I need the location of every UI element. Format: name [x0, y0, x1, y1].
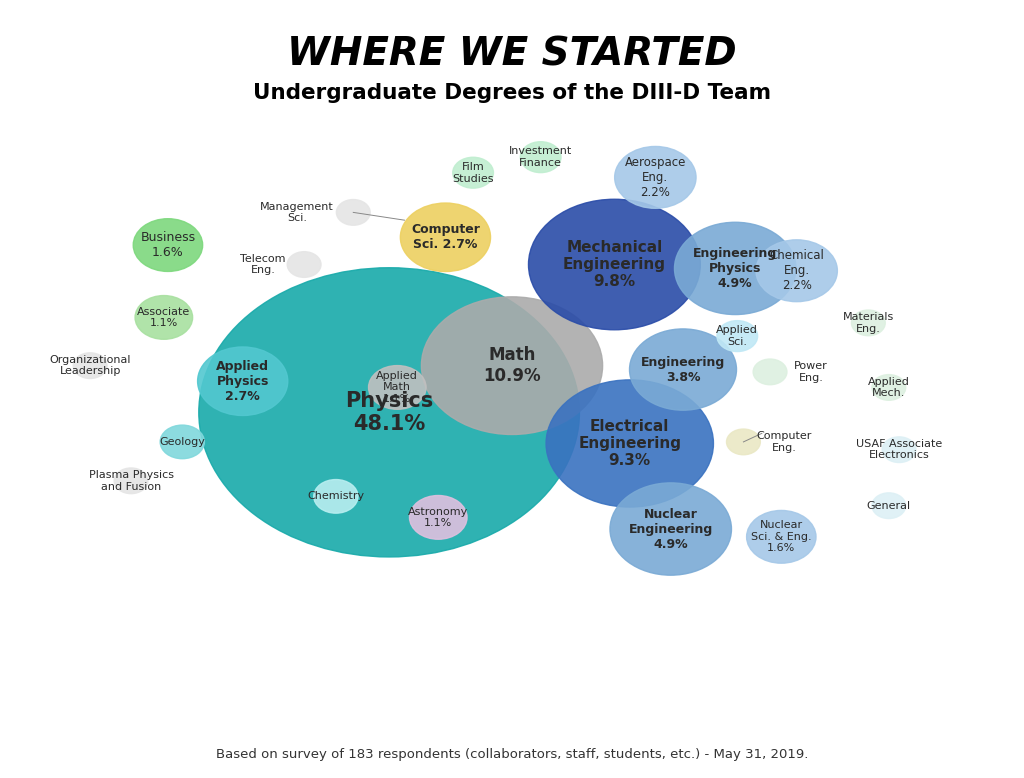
- Text: Computer
Sci. 2.7%: Computer Sci. 2.7%: [411, 223, 480, 251]
- Text: Power
Eng.: Power Eng.: [795, 361, 827, 383]
- Circle shape: [753, 359, 787, 385]
- Circle shape: [746, 510, 816, 563]
- Text: Film
Studies: Film Studies: [453, 162, 494, 184]
- Text: Applied
Physics
2.7%: Applied Physics 2.7%: [216, 359, 269, 403]
- Text: Math
10.9%: Math 10.9%: [483, 346, 541, 385]
- Text: Aerospace
Eng.
2.2%: Aerospace Eng. 2.2%: [625, 156, 686, 199]
- Text: General: General: [866, 501, 911, 510]
- Circle shape: [453, 157, 494, 188]
- Circle shape: [614, 146, 696, 209]
- Circle shape: [114, 468, 148, 494]
- Circle shape: [422, 297, 602, 434]
- Text: Associate
1.1%: Associate 1.1%: [137, 307, 190, 328]
- Circle shape: [73, 352, 108, 379]
- Circle shape: [528, 199, 700, 330]
- Text: Business
1.6%: Business 1.6%: [140, 231, 196, 259]
- Circle shape: [287, 251, 322, 278]
- Text: Electrical
Engineering
9.3%: Electrical Engineering 9.3%: [579, 419, 681, 468]
- Text: Computer
Eng.: Computer Eng.: [757, 431, 812, 453]
- Circle shape: [610, 483, 731, 575]
- Text: Geology: Geology: [160, 437, 205, 447]
- Text: Nuclear
Sci. & Eng.
1.6%: Nuclear Sci. & Eng. 1.6%: [751, 520, 812, 553]
- Text: Management
Sci.: Management Sci.: [260, 202, 334, 223]
- Text: Mechanical
Engineering
9.8%: Mechanical Engineering 9.8%: [563, 240, 666, 289]
- Circle shape: [410, 496, 467, 539]
- Circle shape: [756, 240, 838, 302]
- Circle shape: [851, 310, 886, 336]
- Circle shape: [726, 429, 761, 455]
- Text: Plasma Physics
and Fusion: Plasma Physics and Fusion: [88, 470, 174, 492]
- Text: Based on survey of 183 respondents (collaborators, staff, students, etc.) - May : Based on survey of 183 respondents (coll…: [216, 748, 808, 761]
- Text: Investment
Finance: Investment Finance: [509, 146, 572, 168]
- Circle shape: [199, 268, 580, 557]
- Text: USAF Associate
Electronics: USAF Associate Electronics: [856, 439, 942, 461]
- Circle shape: [546, 380, 714, 507]
- Text: Undergraduate Degrees of the DIII-D Team: Undergraduate Degrees of the DIII-D Team: [253, 83, 771, 103]
- Text: Applied
Math
1.1%: Applied Math 1.1%: [377, 371, 418, 404]
- Text: Telecom
Eng.: Telecom Eng.: [241, 254, 286, 275]
- Circle shape: [520, 142, 561, 173]
- Text: Materials
Eng.: Materials Eng.: [843, 312, 894, 334]
- Text: Astronomy
1.1%: Astronomy 1.1%: [409, 506, 468, 528]
- Text: Applied
Mech.: Applied Mech.: [868, 377, 909, 398]
- Circle shape: [313, 479, 358, 513]
- Circle shape: [675, 223, 796, 314]
- Circle shape: [871, 374, 906, 401]
- Text: Applied
Sci.: Applied Sci.: [717, 325, 758, 347]
- Text: Engineering
3.8%: Engineering 3.8%: [641, 356, 725, 384]
- Text: Chemical
Eng.
2.2%: Chemical Eng. 2.2%: [769, 249, 824, 293]
- Text: WHERE WE STARTED: WHERE WE STARTED: [287, 35, 737, 73]
- Circle shape: [198, 347, 288, 415]
- Circle shape: [160, 425, 205, 459]
- Text: Organizational
Leadership: Organizational Leadership: [49, 355, 131, 377]
- Text: Engineering
Physics
4.9%: Engineering Physics 4.9%: [693, 247, 777, 290]
- Text: Nuclear
Engineering
4.9%: Nuclear Engineering 4.9%: [629, 507, 713, 551]
- Circle shape: [871, 492, 906, 519]
- Text: Physics
48.1%: Physics 48.1%: [345, 391, 433, 434]
- Text: Chemistry: Chemistry: [307, 492, 365, 501]
- Circle shape: [630, 329, 736, 410]
- Circle shape: [369, 366, 426, 409]
- Circle shape: [400, 203, 490, 272]
- Circle shape: [717, 321, 758, 352]
- Circle shape: [135, 296, 193, 339]
- Circle shape: [133, 219, 203, 272]
- Circle shape: [336, 199, 371, 226]
- Circle shape: [882, 436, 916, 463]
